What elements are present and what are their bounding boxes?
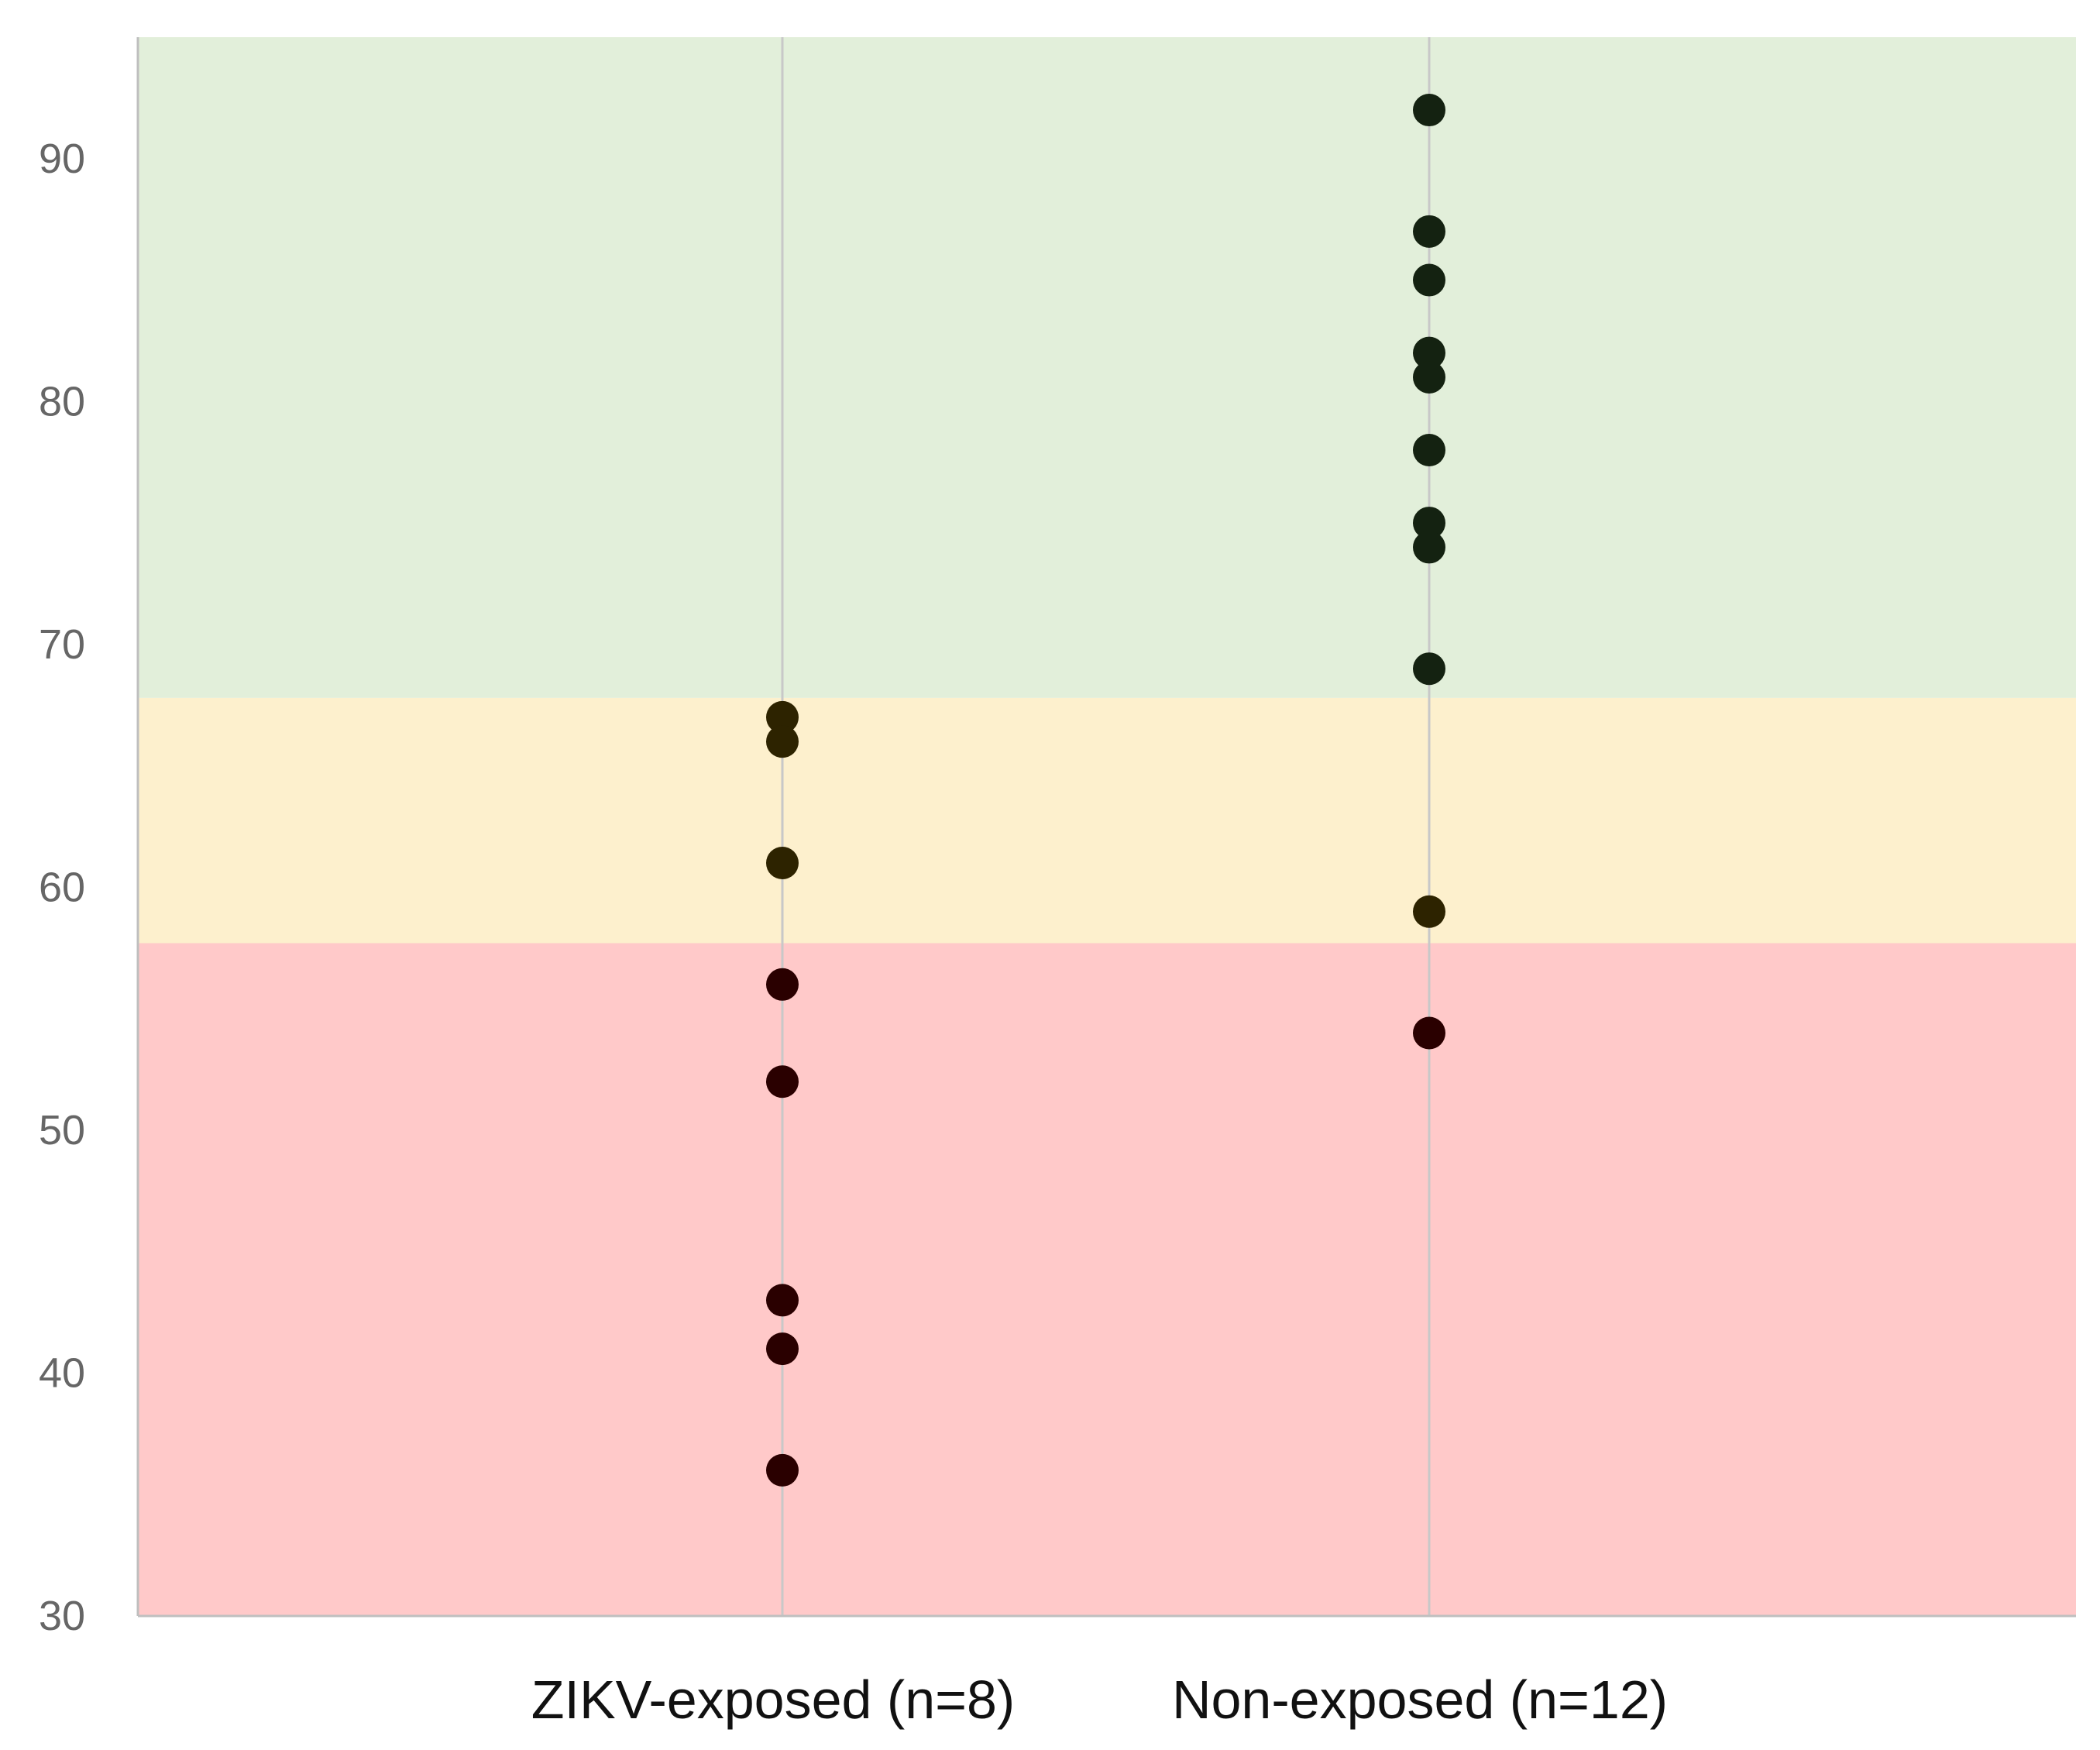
point-0-0 [766,700,799,734]
band-0 [138,943,2076,1616]
point-1-6 [1413,507,1445,540]
y-tick-labels: 30 40 50 60 70 80 90 [39,136,85,1639]
category-label-0: ZIKV-exposed (n=8) [531,1669,1016,1730]
data-points [766,94,1445,1487]
y-tick-40: 40 [39,1349,85,1396]
point-0-2 [766,847,799,880]
point-1-0 [1413,94,1445,127]
point-1-7 [1413,531,1445,564]
point-1-8 [1413,652,1445,686]
point-0-5 [766,1284,799,1317]
axes [136,37,2076,1618]
y-tick-80: 80 [39,378,85,425]
point-1-3 [1413,336,1445,370]
band-1 [138,697,2076,944]
point-1-5 [1413,434,1445,467]
category-label-1: Non-exposed (n=12) [1172,1669,1668,1730]
point-0-6 [766,1332,799,1366]
y-tick-90: 90 [39,136,85,182]
band-2 [138,37,2076,698]
y-tick-50: 50 [39,1107,85,1153]
point-1-1 [1413,215,1445,248]
point-0-7 [766,1453,799,1487]
point-0-1 [766,725,799,758]
y-tick-60: 60 [39,864,85,910]
point-1-10 [1413,1016,1445,1050]
point-1-2 [1413,263,1445,297]
y-tick-70: 70 [39,621,85,668]
threshold-bands [138,37,2076,1616]
point-1-9 [1413,895,1445,928]
point-0-3 [766,968,799,1001]
point-0-4 [766,1065,799,1098]
x-category-labels: ZIKV-exposed (n=8) Non-exposed (n=12) [531,1669,1668,1730]
y-tick-30: 30 [39,1593,85,1639]
point-1-4 [1413,360,1445,394]
